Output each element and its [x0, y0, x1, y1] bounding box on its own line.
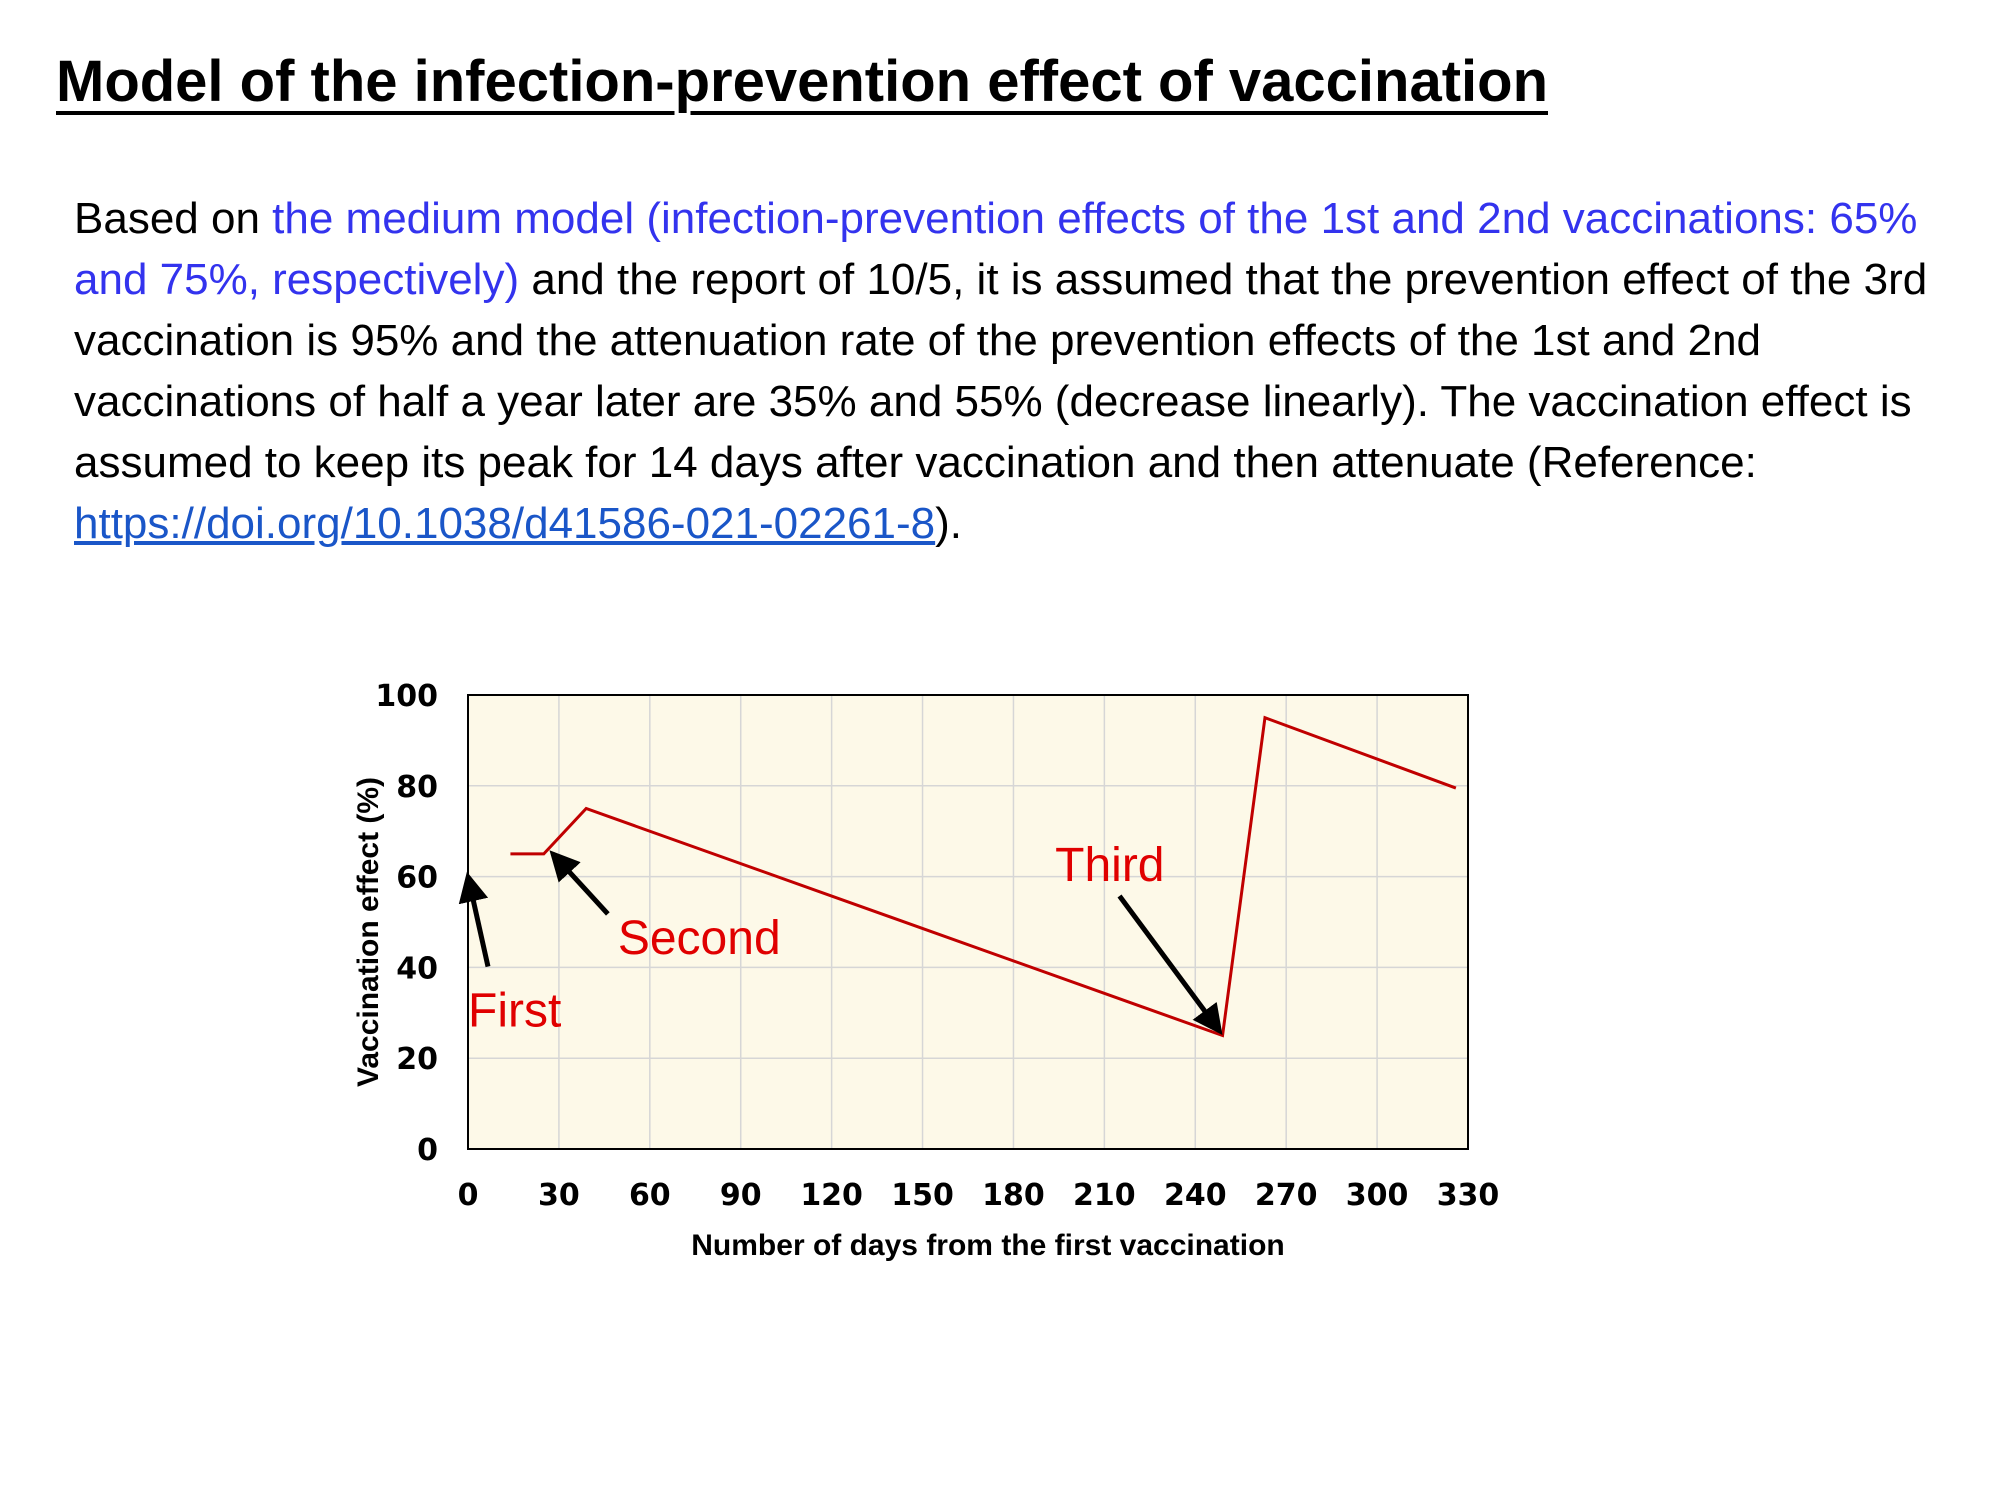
medium-model-highlight: the medium model (infection-prevention e…	[74, 194, 1918, 304]
paragraph-text-end: ).	[935, 499, 963, 548]
y-tick-label: 40	[396, 951, 438, 986]
y-axis-ticks: 0 20 40 60 80 100	[375, 679, 438, 1168]
x-tick-label: 210	[1073, 1178, 1136, 1213]
x-tick-label: 240	[1164, 1178, 1227, 1213]
series-line	[510, 715, 1457, 1038]
y-tick-label: 100	[375, 679, 438, 714]
annotation-label: Second	[618, 912, 781, 965]
x-tick-label: 120	[800, 1178, 863, 1213]
x-tick-label: 90	[720, 1178, 762, 1213]
y-tick-label: 60	[396, 861, 438, 896]
x-axis-ticks: 0 30 60 90 120 150 180 210 240 270 300 330	[458, 1178, 1500, 1213]
paragraph-text-start: Based on	[74, 194, 273, 243]
annotation-arrow	[549, 850, 610, 916]
plot-frame	[467, 694, 1469, 1150]
x-tick-label: 0	[458, 1178, 479, 1213]
description-paragraph: Based on the medium model (infection-pre…	[74, 188, 1954, 554]
annotation-arrow	[1117, 894, 1223, 1035]
page-title: Model of the infection-prevention effect…	[56, 49, 1548, 114]
x-tick-label: 150	[891, 1178, 954, 1213]
x-tick-label: 270	[1255, 1178, 1318, 1213]
annotation-label: Third	[1055, 839, 1164, 892]
y-tick-label: 20	[396, 1042, 438, 1077]
annotation-arrow	[458, 871, 491, 968]
reference-link[interactable]: https://doi.org/10.1038/d41586-021-02261…	[74, 499, 936, 548]
plot-area	[468, 695, 1468, 1149]
x-tick-label: 330	[1437, 1178, 1500, 1213]
x-tick-label: 300	[1346, 1178, 1409, 1213]
y-axis-label: Vaccination effect (%)	[352, 777, 385, 1087]
x-tick-label: 60	[629, 1178, 671, 1213]
annotation-label: First	[468, 985, 561, 1038]
y-tick-label: 0	[417, 1133, 438, 1168]
x-axis-label: Number of days from the first vaccinatio…	[691, 1229, 1284, 1262]
annotations: First Second Third	[458, 839, 1223, 1038]
x-tick-label: 30	[538, 1178, 580, 1213]
y-tick-label: 80	[396, 770, 438, 805]
paragraph-text-middle: and the report of 10/5, it is assumed th…	[74, 255, 1928, 487]
x-tick-label: 180	[982, 1178, 1045, 1213]
